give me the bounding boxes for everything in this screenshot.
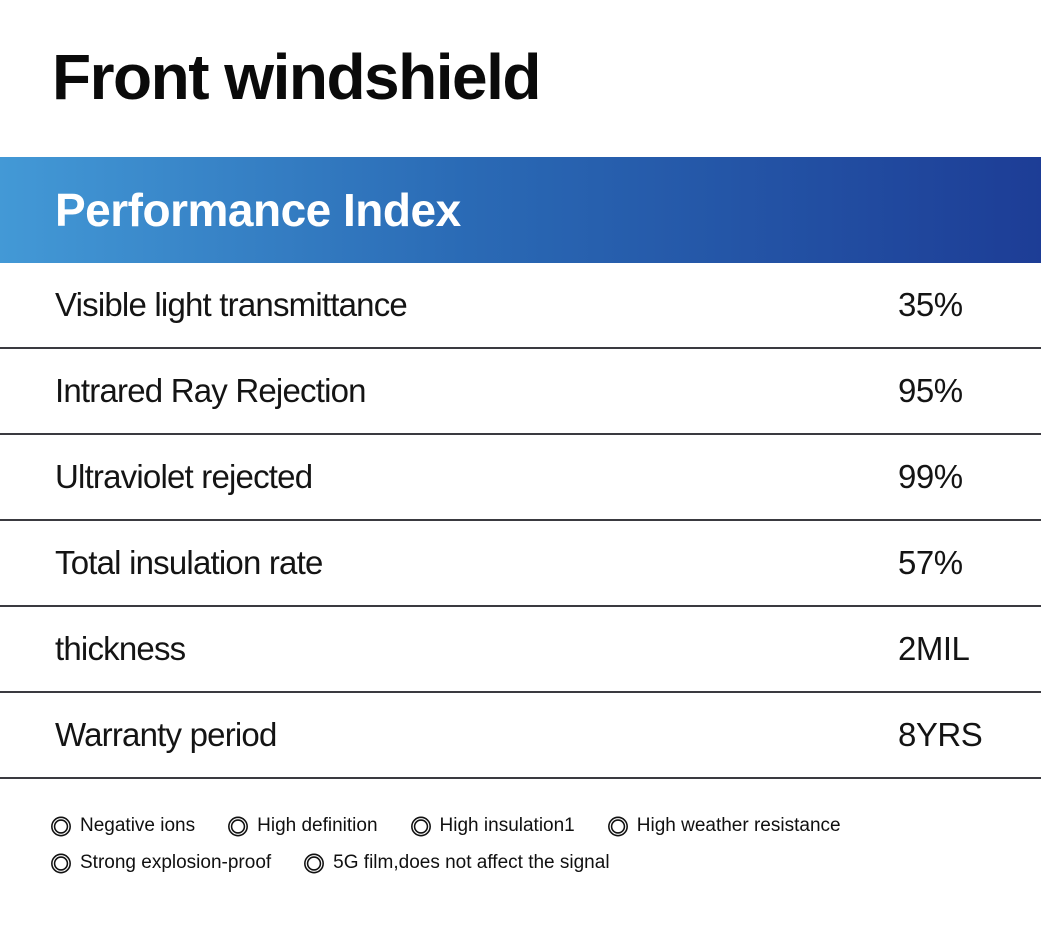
table-row: Total insulation rate 57%	[0, 521, 1041, 607]
banner-title: Performance Index	[55, 184, 461, 236]
page-title: Front windshield	[52, 41, 541, 113]
feature-label: Negative ions	[80, 815, 196, 836]
feature-label: Strong explosion-proof	[80, 852, 272, 873]
spec-table: Visible light transmittance 35% Intrared…	[0, 263, 1041, 779]
row-value: 2MIL	[898, 630, 970, 667]
row-value: 35%	[898, 286, 963, 323]
row-label: Visible light transmittance	[55, 286, 408, 323]
double-circle-icon	[410, 815, 432, 838]
feature-item: High definition	[227, 812, 378, 840]
performance-banner: Performance Index	[0, 157, 1041, 263]
double-circle-icon	[50, 815, 72, 838]
row-value: 57%	[898, 544, 963, 581]
feature-list: Negative ions High definition High insul…	[50, 812, 1010, 886]
feature-row: Strong explosion-proof 5G film,does not …	[50, 849, 1010, 877]
row-value: 99%	[898, 458, 963, 495]
feature-item: High insulation1	[410, 812, 575, 840]
feature-item: High weather resistance	[607, 812, 841, 840]
row-label: Total insulation rate	[55, 544, 323, 581]
feature-label: High insulation1	[439, 815, 575, 836]
row-label: thickness	[55, 630, 186, 667]
row-value: 95%	[898, 372, 963, 409]
feature-label: High weather resistance	[636, 815, 841, 836]
double-circle-icon	[607, 815, 629, 838]
row-value: 8YRS	[898, 716, 983, 753]
row-label: Intrared Ray Rejection	[55, 372, 367, 409]
double-circle-icon	[303, 852, 325, 875]
table-row: Visible light transmittance 35%	[0, 263, 1041, 349]
table-row: Intrared Ray Rejection 95%	[0, 349, 1041, 435]
feature-item: Negative ions	[50, 812, 195, 840]
feature-label: High definition	[257, 815, 378, 836]
row-label: Ultraviolet rejected	[55, 458, 313, 495]
table-row: thickness 2MIL	[0, 607, 1041, 693]
double-circle-icon	[227, 815, 249, 838]
table-row: Ultraviolet rejected 99%	[0, 435, 1041, 521]
feature-item: 5G film,does not affect the signal	[303, 849, 610, 877]
double-circle-icon	[50, 852, 72, 875]
feature-label: 5G film,does not affect the signal	[333, 852, 610, 873]
row-label: Warranty period	[55, 716, 277, 753]
feature-row: Negative ions High definition High insul…	[50, 812, 1010, 840]
table-row: Warranty period 8YRS	[0, 693, 1041, 779]
feature-item: Strong explosion-proof	[50, 849, 271, 877]
